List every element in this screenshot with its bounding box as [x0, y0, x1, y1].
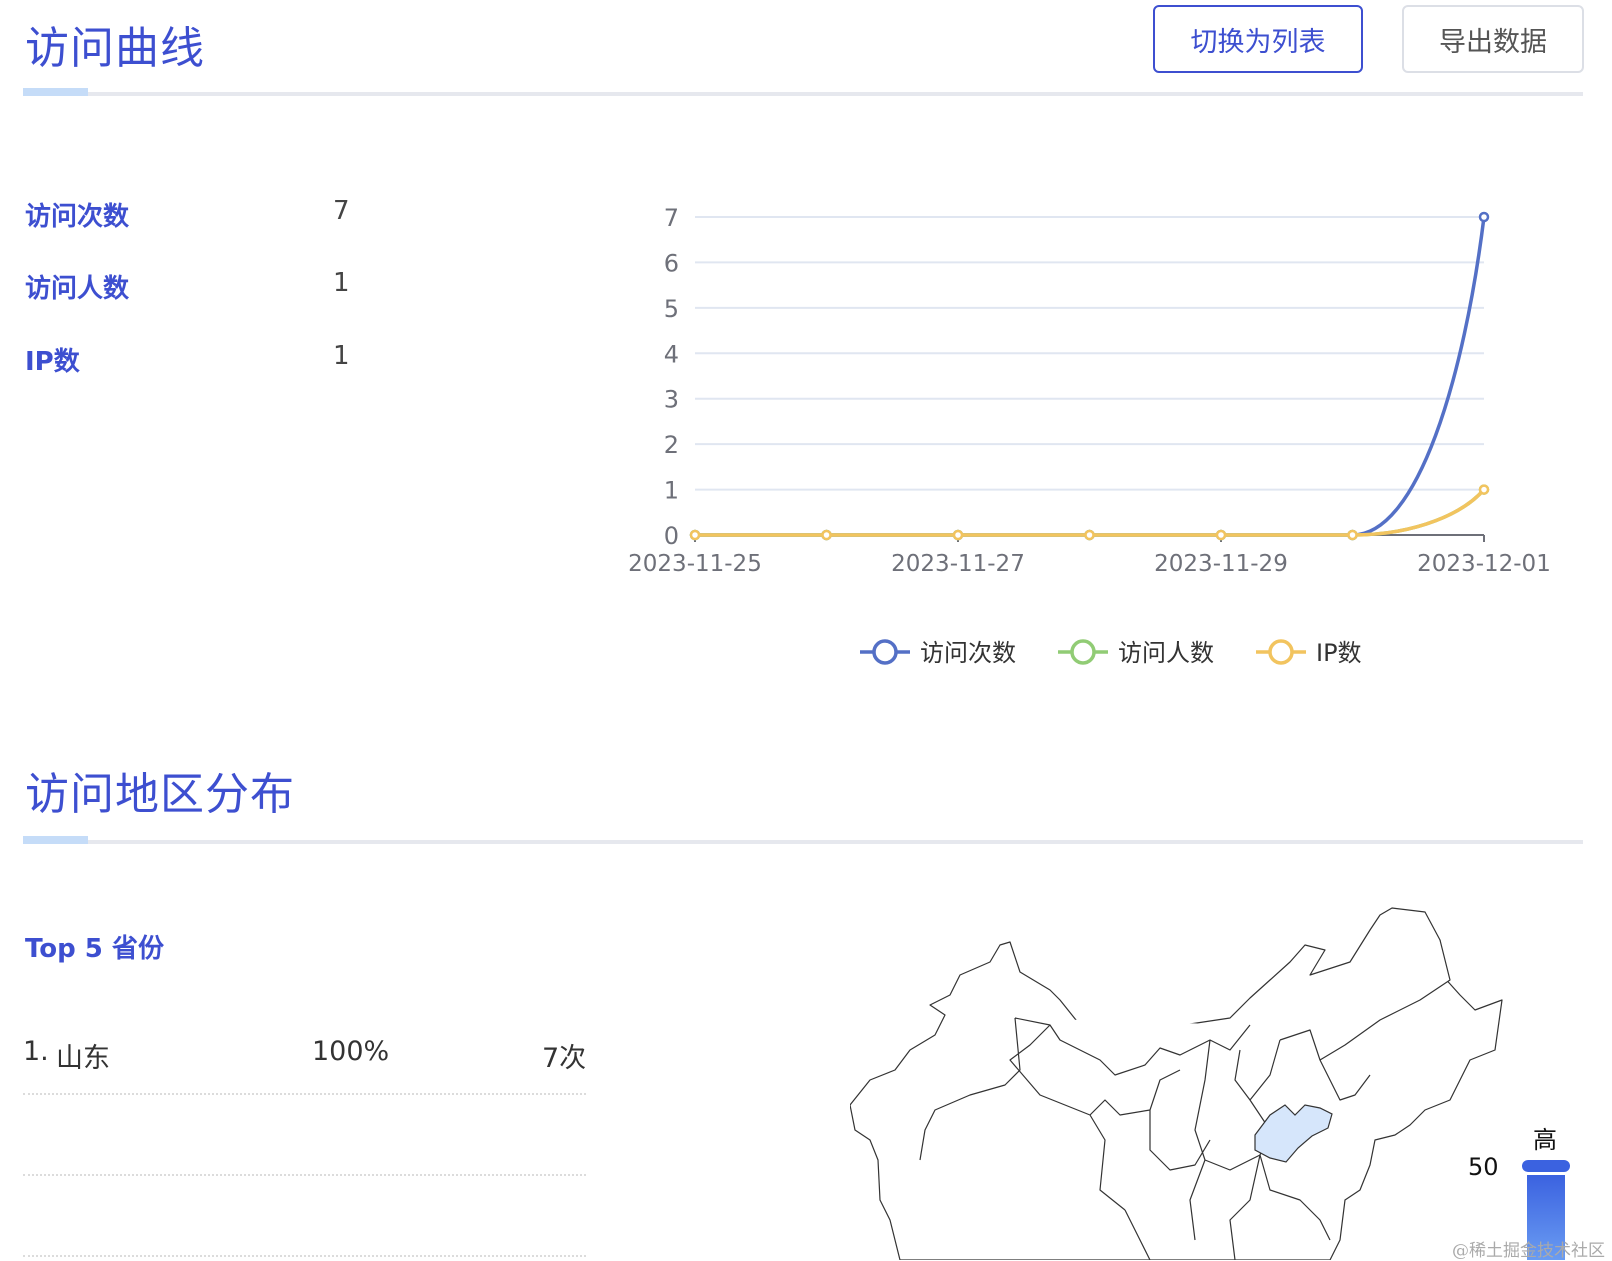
stat-label-visitors: 访问人数 — [25, 274, 130, 304]
series-line-访问次数 — [695, 216, 1486, 537]
stat-value-visits: 7 — [333, 196, 350, 226]
row-count: 7次 — [542, 1043, 587, 1074]
export-data-button[interactable]: 导出数据 — [1402, 5, 1584, 73]
data-point — [821, 529, 832, 541]
legend-item-label: 访问次数 — [920, 639, 1016, 667]
section-divider — [23, 88, 1583, 96]
data-point — [1478, 484, 1490, 495]
visits-line-chart: 0 1 2 3 4 5 6 7 2023-11-25 2023-11-27 2023-11-29 20… — [628, 204, 1551, 667]
y-tick-label: 1 — [664, 477, 679, 505]
china-map[interactable] — [850, 900, 1530, 1260]
row-rank: 1. — [23, 1036, 49, 1067]
visual-map-handle[interactable] — [1522, 1160, 1570, 1172]
x-tick-label: 2023-11-25 — [628, 551, 762, 577]
map-outline — [850, 907, 1503, 1260]
visual-map-high-label: 高 — [1533, 1126, 1557, 1154]
data-point — [1478, 211, 1490, 223]
row-divider — [23, 1093, 586, 1095]
y-tick-label: 4 — [664, 340, 679, 368]
visual-map-gradient-bar — [1527, 1175, 1565, 1260]
data-point — [1347, 529, 1358, 541]
map-province-shandong — [1254, 1104, 1333, 1163]
stat-value-ip: 1 — [333, 341, 350, 371]
section-title-region: 访问地区分布 — [25, 769, 295, 820]
stat-label-ip: IP数 — [25, 347, 80, 377]
y-tick-label: 3 — [664, 386, 679, 414]
data-point — [952, 529, 964, 541]
legend-item-label: 访问人数 — [1118, 639, 1214, 667]
y-tick-label: 2 — [664, 431, 679, 459]
section-title-visits: 访问曲线 — [25, 23, 205, 74]
series-line-访问人数 — [695, 488, 1486, 537]
watermark: @稀土掘金技术社区 — [1452, 1241, 1605, 1261]
row-divider — [23, 1174, 586, 1176]
row-divider — [23, 1255, 586, 1257]
section-divider — [23, 836, 1583, 844]
stat-value-visitors: 1 — [333, 268, 350, 298]
x-tick-label: 2023-11-29 — [1154, 551, 1288, 577]
legend-circle-icon — [872, 639, 898, 665]
data-point — [689, 529, 701, 541]
y-tick-label: 0 — [664, 522, 679, 550]
series-line-IP数 — [695, 488, 1486, 537]
x-tick-label: 2023-11-27 — [891, 551, 1025, 577]
x-tick-label: 2023-12-01 — [1417, 551, 1551, 577]
row-province: 山东 — [56, 1043, 110, 1074]
legend-circle-icon — [1070, 639, 1096, 665]
visual-map-max-value: 50 — [1468, 1153, 1499, 1181]
legend-circle-icon — [1268, 639, 1294, 665]
y-tick-label: 6 — [664, 249, 679, 277]
row-percent: 100% — [312, 1036, 390, 1067]
y-tick-label: 5 — [664, 295, 679, 323]
stat-label-visits: 访问次数 — [25, 202, 130, 232]
legend-item-label: IP数 — [1316, 639, 1362, 667]
y-tick-label: 7 — [664, 204, 679, 232]
data-point — [1084, 529, 1095, 541]
toggle-list-button[interactable]: 切换为列表 — [1153, 5, 1363, 73]
map-province-border — [919, 939, 1451, 1260]
top5-title: Top 5 省份 — [25, 934, 164, 964]
data-point — [1215, 529, 1227, 541]
